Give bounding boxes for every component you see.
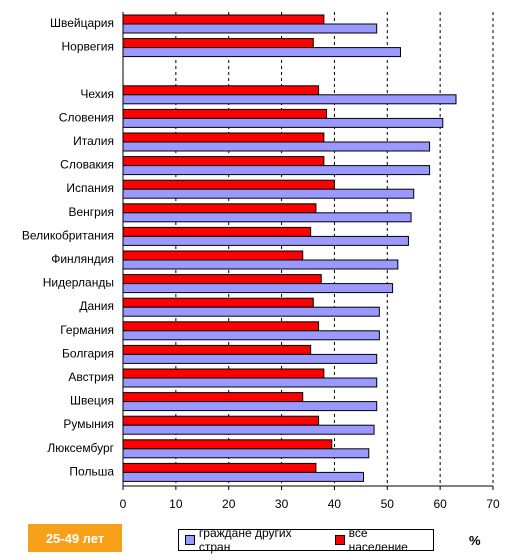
category-label: Словакия — [60, 158, 114, 172]
category-label: Польша — [69, 464, 114, 478]
bar-all-population — [122, 321, 320, 332]
bar-all-population — [122, 462, 317, 473]
legend-item-foreign: граждане других стран — [185, 526, 325, 554]
bar-all-population — [122, 415, 320, 426]
bar-foreign-citizens — [122, 23, 378, 34]
legend-swatch-all — [334, 535, 345, 545]
category-label: Норвегия — [61, 40, 114, 54]
category-label: Словения — [59, 110, 114, 124]
bar-foreign-citizens — [122, 353, 378, 364]
x-axis: 0 10 20 30 40 50 60 70 — [120, 12, 500, 511]
category-label: Чехия — [80, 87, 114, 101]
category-label: Испания — [66, 181, 114, 195]
bar-foreign-citizens — [122, 377, 378, 388]
bar-foreign-citizens — [122, 448, 370, 459]
x-tick-label: 50 — [381, 497, 395, 511]
bar-foreign-citizens — [122, 117, 444, 128]
bar-foreign-citizens — [122, 47, 401, 58]
bar-all-population — [122, 156, 325, 167]
x-tick-label: 20 — [222, 497, 236, 511]
bar-foreign-citizens — [122, 330, 380, 341]
category-label: Великобритания — [22, 228, 114, 242]
bar-all-population — [122, 203, 317, 214]
bar-foreign-citizens — [122, 283, 394, 294]
bar-foreign-citizens — [122, 212, 412, 223]
bar-all-population — [122, 250, 304, 261]
bar-all-population — [122, 297, 314, 308]
bar-all-population — [122, 85, 320, 96]
bar-all-population — [122, 179, 335, 190]
legend-swatch-foreign — [185, 535, 195, 545]
category-label: Люксембург — [47, 441, 114, 455]
x-tick-label: 70 — [486, 497, 500, 511]
x-tick-label: 0 — [120, 497, 127, 511]
bar-foreign-citizens — [122, 165, 431, 176]
bar-foreign-citizens — [122, 259, 399, 270]
category-label: Нидерланды — [43, 276, 114, 290]
legend: граждане других стран все население — [178, 526, 434, 554]
category-label: Венгрия — [68, 205, 114, 219]
bar-all-population — [122, 14, 325, 25]
bar-foreign-citizens — [122, 401, 378, 412]
bar-all-population — [122, 132, 325, 143]
category-label: Дания — [79, 299, 114, 313]
bar-foreign-citizens — [122, 235, 409, 246]
x-tick-label: 10 — [169, 497, 183, 511]
category-label: Финляндия — [51, 252, 114, 266]
x-tick-label: 60 — [433, 497, 447, 511]
bar-all-population — [122, 392, 304, 403]
x-tick-label: 30 — [275, 497, 289, 511]
bars — [122, 14, 457, 482]
bar-all-population — [122, 439, 333, 450]
bar-all-population — [122, 368, 325, 379]
x-tick-label: 40 — [328, 497, 342, 511]
bar-all-population — [122, 38, 314, 49]
unit-label: % — [469, 533, 481, 548]
bar-foreign-citizens — [122, 424, 375, 435]
category-label: Австрия — [68, 370, 114, 384]
bar-all-population — [122, 108, 327, 119]
category-labels: Швейцария Норвегия Чехия Словения Италия Слов… — [22, 16, 115, 478]
legend-label-foreign: граждане других стран — [198, 526, 292, 554]
category-label: Италия — [73, 134, 114, 148]
bar-foreign-citizens — [122, 306, 380, 317]
bar-foreign-citizens — [122, 471, 364, 482]
bar-all-population — [122, 274, 322, 285]
category-label: Румыния — [63, 417, 114, 431]
bar-all-population — [122, 344, 312, 355]
legend-label-all: все население — [348, 526, 408, 554]
category-label: Швеция — [70, 394, 114, 408]
bar-all-population — [122, 226, 312, 237]
category-label: Германия — [60, 323, 114, 337]
category-label: Швейцария — [50, 16, 114, 30]
age-group-badge: 25-49 лет — [28, 524, 122, 552]
bar-foreign-citizens — [122, 141, 431, 152]
legend-item-all: все население — [334, 526, 429, 554]
bar-foreign-citizens — [122, 188, 415, 199]
category-label: Болгария — [62, 346, 114, 360]
bar-foreign-citizens — [122, 94, 457, 105]
grid-lines — [175, 12, 494, 486]
